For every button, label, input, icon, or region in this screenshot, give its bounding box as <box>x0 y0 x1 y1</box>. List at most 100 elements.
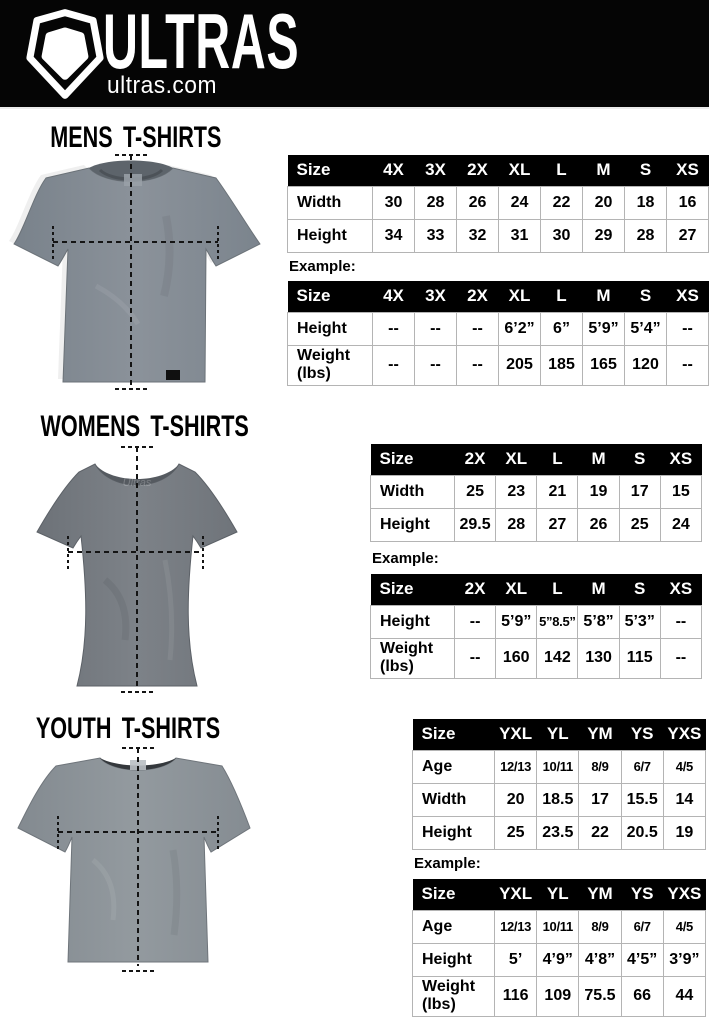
cell-value: 4/5 <box>662 749 707 784</box>
cell-value: 17 <box>618 474 661 509</box>
cell-value: -- <box>456 311 499 346</box>
table-row: Height -- -- -- 6’2” 6” 5’9” 5’4” -- <box>287 311 709 346</box>
measurement-lines <box>57 747 219 972</box>
cell-value: -- <box>666 344 709 386</box>
cell-value: 120 <box>624 344 667 386</box>
table-header-row: Size YXL YL YM YS YXS <box>412 879 706 910</box>
cell-value: 33 <box>414 218 457 253</box>
column-header: 3X <box>414 281 457 312</box>
cell-value: 27 <box>536 507 579 542</box>
cell-value: 26 <box>577 507 620 542</box>
cell-value: 28 <box>414 185 457 220</box>
cell-value: 32 <box>456 218 499 253</box>
table-row: Age 12/13 10/11 8/9 6/7 4/5 <box>412 909 707 944</box>
column-header: M <box>577 574 620 605</box>
cell-value: 6/7 <box>620 909 664 944</box>
cell-value: 6/7 <box>620 749 664 784</box>
measurement-lines <box>67 446 204 693</box>
cell-value: 4’5” <box>620 942 664 977</box>
table-row: Age 12/13 10/11 8/9 6/7 4/5 <box>412 749 707 784</box>
cell-value: -- <box>456 344 499 386</box>
cell-value: 66 <box>620 975 664 1017</box>
row-label: Height <box>287 218 373 253</box>
column-header: S <box>624 155 667 186</box>
mens-section-title: MENS T-SHIRTS <box>50 121 222 154</box>
column-header: YS <box>621 879 664 910</box>
cell-value: -- <box>414 344 457 386</box>
column-header: XS <box>660 444 702 475</box>
cell-value: 30 <box>372 185 415 220</box>
cell-value: 5”8.5” <box>536 604 579 639</box>
cell-value: 44 <box>662 975 707 1017</box>
cell-value: 142 <box>536 637 579 679</box>
table-row: Weight (lbs) -- 160 142 130 115 -- <box>370 637 703 679</box>
cell-value: 29 <box>582 218 625 253</box>
column-header: YXS <box>663 719 706 750</box>
row-label: Age <box>412 749 495 784</box>
cell-value: 5’9” <box>495 604 538 639</box>
row-label: Width <box>412 782 495 817</box>
cell-value: 6’2” <box>498 311 541 346</box>
table-row: Height 29.5 28 27 26 25 24 <box>370 507 703 542</box>
cell-value: 4’9” <box>536 942 580 977</box>
row-label: Height <box>370 604 455 639</box>
table-header-row: Size 4X 3X 2X XL L M S XS <box>287 281 709 312</box>
column-header: L <box>536 574 578 605</box>
womens-example-label: Example: <box>372 550 439 567</box>
size-column-header: Size <box>287 155 373 186</box>
table-header-row: Size 4X 3X 2X XL L M S XS <box>287 155 709 186</box>
cell-value: 20 <box>493 782 538 817</box>
cell-value: 24 <box>498 185 541 220</box>
column-header: YM <box>578 879 622 910</box>
mens-example-label: Example: <box>289 258 356 275</box>
cell-value: 185 <box>540 344 583 386</box>
column-header: 2X <box>456 281 499 312</box>
mens-example-table: Size 4X 3X 2X XL L M S XS Height -- -- -- 6’2” 6” 5’9” 5… <box>287 281 709 386</box>
row-label: Age <box>412 909 495 944</box>
column-header: L <box>540 155 583 186</box>
row-label: Height <box>287 311 373 346</box>
cell-value: 5’4” <box>624 311 667 346</box>
column-header: XL <box>495 444 537 475</box>
cell-value: 3’9” <box>662 942 707 977</box>
cell-value: 10/11 <box>536 749 580 784</box>
cell-value: 165 <box>582 344 625 386</box>
womens-size-table: Size 2X XL L M S XS Width 25 23 21 19 17 15 Height 29.5… <box>370 444 703 542</box>
column-header: XS <box>660 574 702 605</box>
cell-value: 20.5 <box>620 815 664 850</box>
womens-tshirt-image: Ultras <box>36 446 238 693</box>
cell-value: -- <box>659 604 703 639</box>
size-column-header: Size <box>412 719 495 750</box>
table-row: Width 25 23 21 19 17 15 <box>370 474 703 509</box>
cell-value: 12/13 <box>493 749 538 784</box>
column-header: YXL <box>494 879 537 910</box>
column-header: XL <box>498 281 541 312</box>
column-header: S <box>624 281 667 312</box>
mens-tshirt-image <box>9 154 261 390</box>
column-header: YS <box>621 719 664 750</box>
column-header: L <box>540 281 583 312</box>
header-divider <box>0 107 709 109</box>
womens-example-table: Size 2X XL L M S XS Height -- 5’9” 5”8.5” 5’8” 5’3” -… <box>370 574 703 679</box>
cell-value: 6” <box>540 311 583 346</box>
cell-value: 14 <box>662 782 707 817</box>
table-row: Height 34 33 32 31 30 29 28 27 <box>287 218 709 253</box>
cell-value: 26 <box>456 185 499 220</box>
cell-value: -- <box>659 637 703 679</box>
cell-value: 27 <box>666 218 709 253</box>
column-header: XS <box>666 155 709 186</box>
cell-value: 25 <box>618 507 661 542</box>
cell-value: 115 <box>618 637 661 679</box>
cell-value: 19 <box>662 815 707 850</box>
table-row: Width 20 18.5 17 15.5 14 <box>412 782 707 817</box>
size-column-header: Size <box>412 879 495 910</box>
cell-value: 23 <box>495 474 538 509</box>
cell-value: 17 <box>578 782 622 817</box>
cell-value: -- <box>372 311 415 346</box>
cell-value: 5’8” <box>577 604 620 639</box>
cell-value: 8/9 <box>578 909 622 944</box>
cell-value: 22 <box>578 815 622 850</box>
column-header: 4X <box>372 155 415 186</box>
cell-value: 10/11 <box>536 909 580 944</box>
